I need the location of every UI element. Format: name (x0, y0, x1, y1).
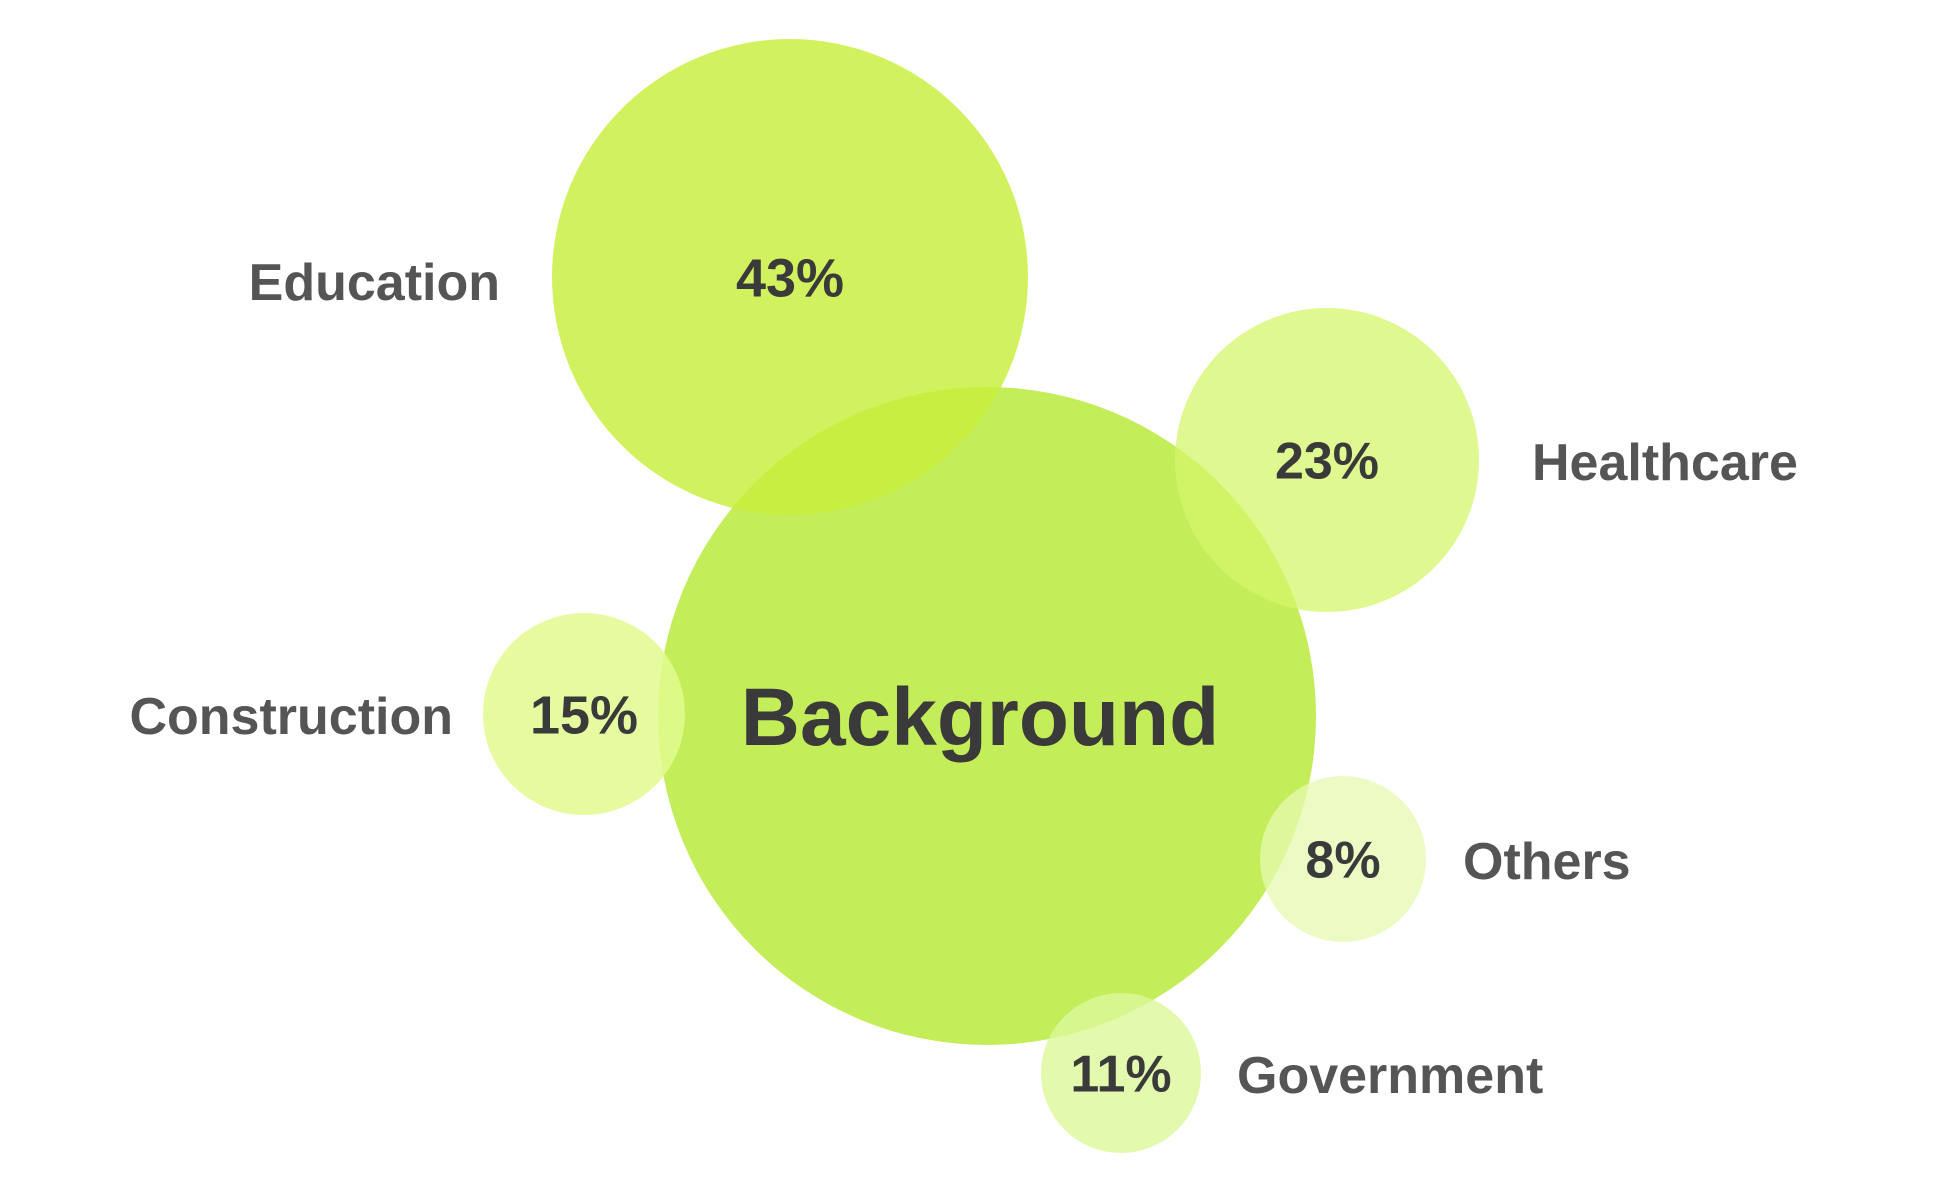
category-label-others: Others (1463, 833, 1631, 891)
value-label-construction: 15% (530, 685, 638, 745)
value-label-education: 43% (736, 248, 844, 308)
category-label-construction: Construction (129, 688, 453, 746)
value-label-healthcare: 23% (1275, 433, 1379, 491)
bubble-background (658, 387, 1316, 1045)
bubble-education (552, 39, 1028, 515)
text-layer: 43% Education 23% Healthcare 15% Construction… (129, 248, 1797, 1105)
value-label-government: 11% (1070, 1046, 1171, 1104)
bubble-government (1041, 993, 1201, 1153)
bubble-others (1260, 776, 1426, 942)
center-label: Background (741, 672, 1219, 763)
bubbles-layer (483, 39, 1479, 1153)
category-label-healthcare: Healthcare (1532, 434, 1798, 492)
bubble-construction (483, 613, 685, 815)
bubble-healthcare (1175, 308, 1479, 612)
value-label-others: 8% (1305, 832, 1380, 890)
category-label-education: Education (249, 254, 500, 312)
category-label-government: Government (1237, 1047, 1543, 1105)
